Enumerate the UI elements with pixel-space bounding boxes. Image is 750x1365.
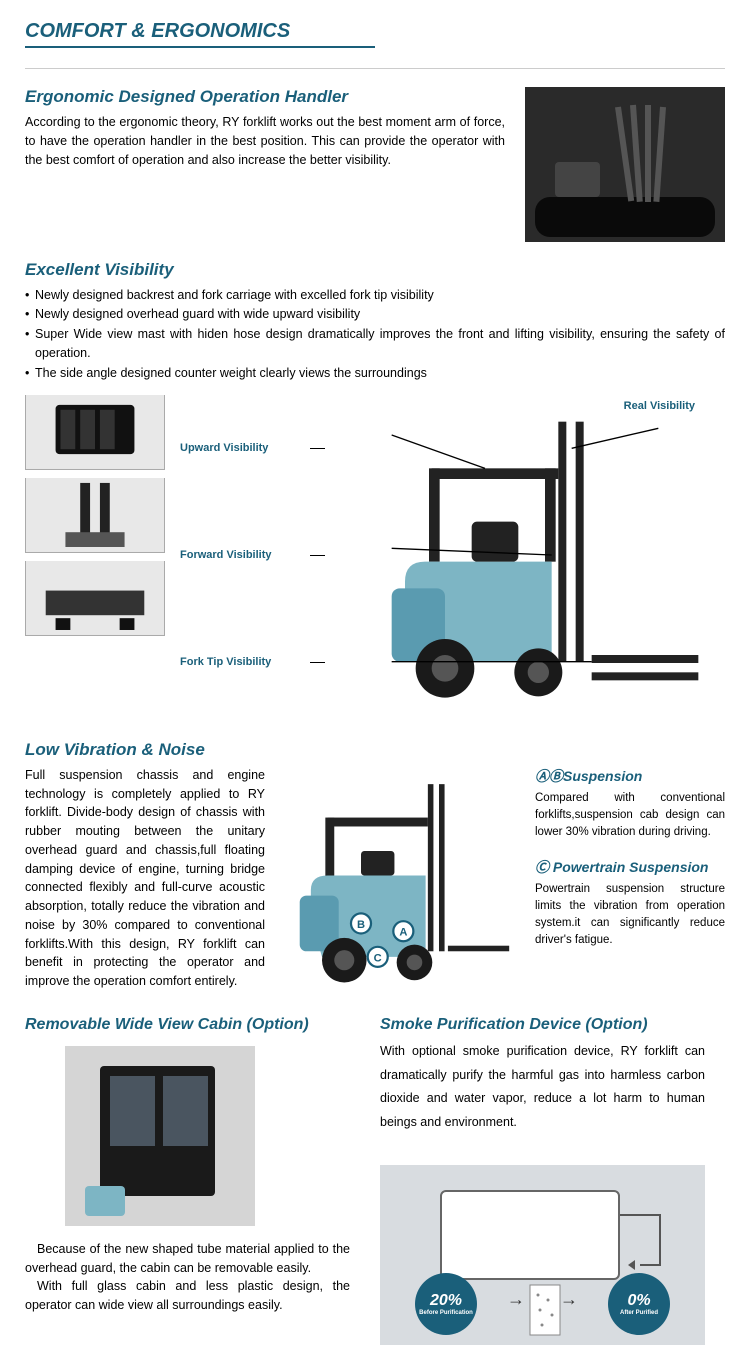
smoke-block: Smoke Purification Device (Option) With … (380, 1016, 705, 1345)
cap-before: Before Purification (419, 1310, 473, 1316)
bullet-item: The side angle designed counter weight c… (25, 364, 725, 383)
visibility-bullets: Newly designed backrest and fork carriag… (25, 286, 725, 383)
thumb-upward (25, 395, 165, 470)
suspension-a-block: ⒶⒷSuspension Compared with conventional … (535, 766, 725, 842)
visibility-diagram: Upward Visibility Forward Visibility For… (25, 395, 725, 715)
svg-text:B: B (357, 918, 365, 930)
forklift-main-image: Real Visibility (325, 395, 725, 715)
visibility-title: Excellent Visibility (25, 260, 725, 280)
svg-text:C: C (374, 952, 382, 964)
cabin-title: Removable Wide View Cabin (Option) (25, 1016, 350, 1034)
suspension-a-body: Compared with conventional forklifts,sus… (535, 790, 725, 842)
smoke-title: Smoke Purification Device (Option) (380, 1016, 705, 1034)
svg-text:A: A (399, 926, 407, 938)
smoke-diagram: 20% Before Purification → → 0% After Pur… (380, 1165, 705, 1345)
suspension-a-title: ⒶⒷSuspension (535, 766, 725, 786)
page-title: COMFORT & ERGONOMICS (25, 20, 375, 48)
suspension-b-body: Powertrain suspension structure limits t… (535, 881, 725, 950)
pct-after: 0% (627, 1292, 650, 1310)
ergonomic-title: Ergonomic Designed Operation Handler (25, 87, 505, 107)
vibration-body: Full suspension chassis and engine techn… (25, 766, 265, 991)
bullet-item: Super Wide view mast with hiden hose des… (25, 325, 725, 364)
cap-after: After Purified (620, 1310, 658, 1316)
bullet-item: Newly designed overhead guard with wide … (25, 305, 725, 324)
thumb-forktip (25, 561, 165, 636)
suspension-b-block: Ⓒ Powertrain Suspension Powertrain suspe… (535, 857, 725, 950)
pct-before-circle: 20% Before Purification (415, 1273, 477, 1335)
pct-after-circle: 0% After Purified (608, 1273, 670, 1335)
bullet-item: Newly designed backrest and fork carriag… (25, 286, 725, 305)
pct-before: 20% (430, 1292, 462, 1310)
cabin-body1: Because of the new shaped tube material … (25, 1240, 350, 1278)
forklift-suspension-image: B A C (283, 766, 517, 991)
section-visibility: Excellent Visibility Newly designed back… (25, 260, 725, 383)
vibration-title: Low Vibration & Noise (25, 740, 725, 760)
section-ergonomic: Ergonomic Designed Operation Handler Acc… (25, 87, 725, 242)
ergonomic-body: According to the ergonomic theory, RY fo… (25, 113, 505, 169)
label-forward: Forward Visibility (180, 549, 310, 561)
suspension-b-title: Ⓒ Powertrain Suspension (535, 857, 725, 877)
arrow-icon: → → (507, 1289, 578, 1310)
label-real: Real Visibility (624, 400, 695, 412)
handler-image (525, 87, 725, 242)
label-upward: Upward Visibility (180, 442, 310, 454)
cabin-block: Removable Wide View Cabin (Option) Becau… (25, 1016, 350, 1345)
thumb-forward (25, 478, 165, 553)
section-options: Removable Wide View Cabin (Option) Becau… (25, 1016, 725, 1345)
smoke-body: With optional smoke purification device,… (380, 1040, 705, 1135)
section-vibration: Low Vibration & Noise Full suspension ch… (25, 740, 725, 991)
label-forktip: Fork Tip Visibility (180, 656, 310, 668)
cabin-image (65, 1046, 255, 1226)
cabin-body2: With full glass cabin and less plastic d… (25, 1277, 350, 1315)
